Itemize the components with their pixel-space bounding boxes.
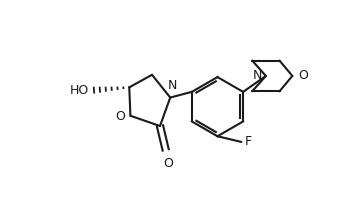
Text: O: O	[298, 69, 308, 82]
Text: N: N	[168, 79, 177, 92]
Text: O: O	[164, 157, 174, 170]
Text: HO: HO	[70, 84, 90, 97]
Text: N: N	[253, 69, 262, 82]
Text: O: O	[115, 110, 125, 123]
Text: F: F	[245, 135, 252, 148]
